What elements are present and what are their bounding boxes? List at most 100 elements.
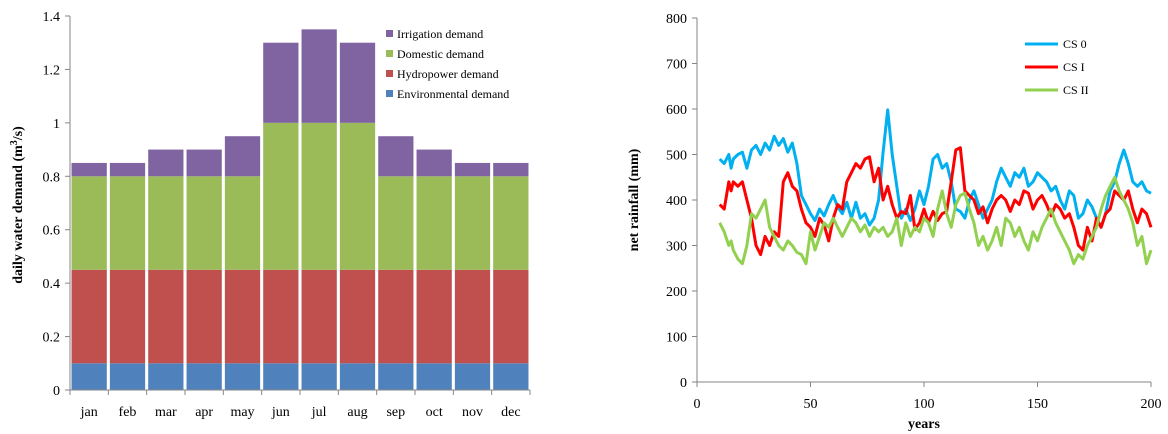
x-tick-label: sep [386, 405, 405, 420]
bar-segment-environmental-demand [186, 363, 222, 390]
bar-segment-domestic-demand [378, 176, 414, 270]
y-tick-label: 400 [666, 194, 687, 209]
x-tick-label: 150 [1027, 397, 1048, 412]
bar-segment-domestic-demand [224, 176, 261, 270]
x-tick-label: oct [426, 405, 443, 420]
x-tick-label: 0 [694, 397, 701, 412]
y-tick-label: 300 [666, 240, 687, 255]
bar-segment-environmental-demand [301, 363, 337, 390]
bar-stacks [71, 29, 529, 390]
bar-segment-environmental-demand [109, 363, 146, 390]
legend-label: Domestic demand [397, 47, 484, 61]
legend-label: CS II [1063, 83, 1089, 97]
y-axis: 0 0.2 0.4 0.6 0.8 1 1.2 1.4 [43, 10, 71, 399]
series-line-cs-ii [718, 175, 1153, 266]
bar-segment-domestic-demand [301, 122, 337, 270]
x-tick-label: aug [347, 405, 367, 420]
x-axis: jan feb mar apr may jun jul aug sep oct nov dec [69, 389, 531, 420]
bar-segment-irrigation-demand [378, 136, 414, 177]
y-tick-label: 1 [53, 117, 60, 132]
x-tick-label: mar [155, 405, 177, 420]
y-tick-label: 0.8 [43, 170, 61, 185]
x-axis-label: years [908, 417, 940, 432]
bar-segment-hydropower-demand [109, 269, 146, 364]
bar-segment-environmental-demand [339, 363, 376, 390]
legend: CS 0 CS I CS II [1025, 37, 1089, 97]
bar-segment-domestic-demand [71, 176, 107, 270]
y-tick-label: 0.2 [43, 331, 61, 346]
y-axis-label: net rainfall (mm) [627, 148, 642, 251]
x-tick-label: jun [271, 405, 290, 420]
bar-segment-irrigation-demand [263, 42, 299, 123]
bar-segment-hydropower-demand [454, 269, 491, 364]
y-tick-label: 600 [666, 103, 687, 118]
y-tick-label: 0.4 [43, 277, 61, 292]
bar-segment-irrigation-demand [148, 149, 184, 177]
bar-segment-domestic-demand [148, 176, 184, 270]
bar-segment-irrigation-demand [224, 136, 261, 177]
bar-segment-hydropower-demand [263, 269, 299, 364]
y-tick-label: 800 [666, 12, 687, 27]
bar-segment-domestic-demand [109, 176, 146, 270]
bar-segment-environmental-demand [454, 363, 491, 390]
series-lines [718, 108, 1153, 266]
x-tick-label: feb [119, 405, 137, 420]
bar-segment-environmental-demand [378, 363, 414, 390]
bar-segment-hydropower-demand [339, 269, 376, 364]
legend-label: Hydropower demand [397, 67, 499, 81]
legend-label: CS I [1063, 60, 1085, 74]
bar-segment-environmental-demand [224, 363, 261, 390]
bar-segment-environmental-demand [416, 363, 452, 390]
bar-segment-hydropower-demand [301, 269, 337, 364]
legend-label: Environmental demand [397, 87, 509, 101]
bar-segment-environmental-demand [263, 363, 299, 390]
bar-segment-hydropower-demand [416, 269, 452, 364]
bar-segment-irrigation-demand [109, 162, 146, 177]
y-tick-label: 0.6 [43, 224, 61, 239]
y-tick-label: 200 [666, 285, 687, 300]
bar-segment-irrigation-demand [339, 42, 376, 123]
x-tick-label: dec [501, 405, 520, 420]
y-axis: 0 100 200 300 400 500 600 700 800 [666, 12, 698, 391]
legend-swatch [386, 50, 393, 57]
bar-segment-irrigation-demand [301, 29, 337, 123]
bar-segment-irrigation-demand [71, 162, 107, 177]
bar-segment-hydropower-demand [71, 269, 107, 364]
bar-segment-hydropower-demand [186, 269, 222, 364]
bar-segment-environmental-demand [493, 363, 529, 390]
bar-segment-hydropower-demand [224, 269, 261, 364]
y-tick-label: 700 [666, 58, 687, 73]
bar-segment-hydropower-demand [378, 269, 414, 364]
bar-segment-irrigation-demand [416, 149, 452, 177]
bar-segment-environmental-demand [71, 363, 107, 390]
bar-segment-domestic-demand [416, 176, 452, 270]
bar-segment-domestic-demand [493, 176, 529, 270]
bar-segment-irrigation-demand [493, 162, 529, 177]
series-line-cs-i [718, 146, 1153, 257]
x-tick-label: jan [80, 405, 98, 420]
bar-segment-hydropower-demand [148, 269, 184, 364]
y-tick-label: 1.2 [43, 63, 61, 78]
bar-segment-domestic-demand [339, 122, 376, 270]
bar-segment-irrigation-demand [186, 149, 222, 177]
x-tick-label: apr [195, 405, 213, 420]
x-axis: 0 50 100 150 200 [694, 381, 1162, 412]
bar-segment-hydropower-demand [493, 269, 529, 364]
legend-label: Irrigation demand [397, 27, 483, 41]
legend-swatch [386, 30, 393, 37]
bar-segment-domestic-demand [263, 122, 299, 270]
legend: Irrigation demand Domestic demand Hydropow… [386, 27, 509, 101]
series-line-cs-0 [718, 108, 1152, 229]
legend-label: CS 0 [1063, 37, 1087, 51]
y-tick-label: 0 [53, 384, 60, 399]
y-tick-label: 100 [666, 331, 687, 346]
legend-swatch [386, 90, 393, 97]
y-tick-label: 500 [666, 149, 687, 164]
x-tick-label: may [230, 405, 254, 420]
bar-segment-domestic-demand [454, 176, 491, 270]
x-tick-label: jul [311, 405, 327, 420]
x-tick-label: nov [462, 405, 483, 420]
y-tick-label: 0 [680, 376, 687, 391]
x-tick-label: 50 [804, 397, 818, 412]
x-tick-label: 200 [1141, 397, 1162, 412]
